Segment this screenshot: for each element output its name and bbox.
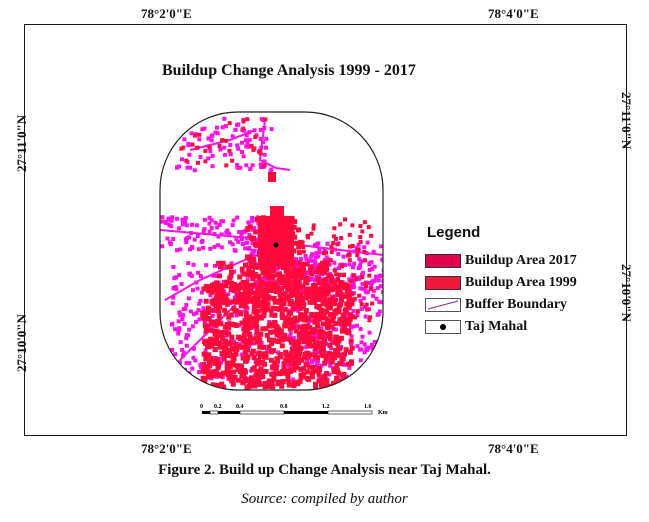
scale-tick-0-8: 0.8 (280, 404, 288, 410)
legend-item-buffer-boundary: Buffer Boundary (425, 294, 600, 316)
taj-mahal-marker (273, 242, 279, 248)
scale-unit: Km (378, 410, 388, 416)
legend-swatch-buffer (425, 298, 461, 312)
legend-item-buildup-2017: Buildup Area 2017 (425, 250, 600, 272)
legend-swatch-2017 (425, 254, 461, 268)
point-marker-icon (440, 324, 446, 330)
legend-title: Legend (427, 224, 481, 241)
legend-item-buildup-1999: Buildup Area 1999 (425, 272, 600, 294)
legend-item-taj-mahal: Taj Mahal (425, 316, 600, 338)
longitude-label-top-left: 78°2'0"E (141, 6, 192, 21)
scale-bar: 0 0.2 0.4 0.8 1.2 1.6 Km (200, 404, 388, 416)
buildup-1999-layer (179, 117, 375, 390)
scale-tick-1-6: 1.6 (364, 404, 372, 410)
map-frame (24, 24, 627, 436)
map-title: Buildup Change Analysis 1999 - 2017 (162, 62, 416, 79)
figure-source: Source: compiled by author (241, 491, 408, 507)
scale-tick-0: 0 (200, 404, 203, 410)
legend: Legend Buildup Area 2017 Buildup Area 19… (425, 224, 600, 338)
legend-swatch-1999 (425, 276, 461, 290)
legend-label: Buffer Boundary (465, 297, 568, 312)
longitude-label-bottom-left: 78°2'0"E (141, 441, 192, 456)
figure-caption: Figure 2. Build up Change Analysis near … (158, 462, 491, 478)
legend-label: Buildup Area 2017 (465, 253, 577, 268)
longitude-label-top-right: 78°4'0"E (488, 6, 539, 21)
scale-tick-0-4: 0.4 (236, 404, 244, 410)
longitude-label-bottom-right: 78°4'0"E (488, 441, 539, 456)
buffer-boundary (159, 111, 384, 391)
scale-tick-1-2: 1.2 (322, 404, 330, 410)
scale-tick-0-2: 0.2 (214, 404, 222, 410)
legend-label: Buildup Area 1999 (465, 275, 577, 290)
legend-label: Taj Mahal (465, 319, 528, 334)
legend-swatch-taj-mahal (425, 320, 461, 334)
